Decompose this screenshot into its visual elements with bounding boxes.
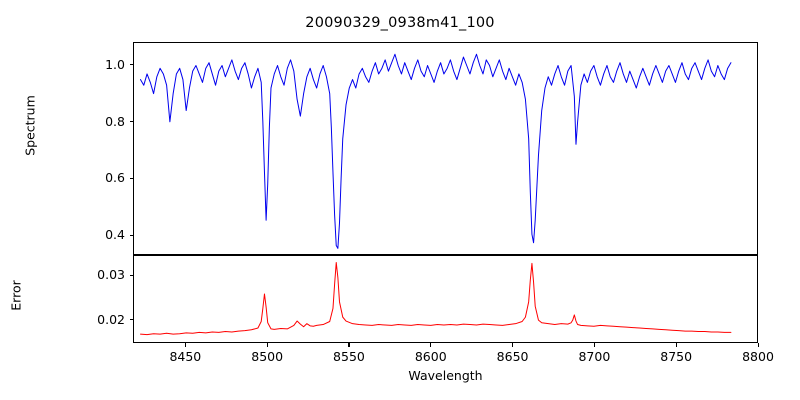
error-y-tick-mark [129,274,133,276]
spectrum-axis-label: Spectrum [22,95,38,156]
error-line-series [134,256,757,342]
x-tick-mark [757,343,759,347]
spectrum-y-tick-label: 0.4 [105,227,125,243]
spectrum-y-tick-label: 0.6 [105,170,125,186]
x-tick-mark [266,343,268,347]
error-y-tick-mark [129,319,133,321]
x-tick-label: 8750 [660,349,693,364]
spectrum-line-series [134,43,757,254]
error-axis-label: Error [8,280,24,311]
x-tick-label: 8800 [742,349,774,364]
x-tick-label: 8500 [251,349,284,364]
spectrum-y-tick-label: 1.0 [105,56,125,72]
spectrum-y-tick-mark [129,64,133,66]
x-tick-label: 8450 [169,349,202,364]
x-tick-label: 8600 [414,349,447,364]
spectrum-y-tick-mark [129,177,133,179]
x-tick-label: 8650 [496,349,529,364]
spectrum-y-tick-mark [129,121,133,123]
x-tick-mark [348,343,350,347]
spectrum-plot-axes [133,42,758,255]
x-tick-mark [184,343,186,347]
error-plot-axes [133,255,758,343]
page-title: 20090329_0938m41_100 [305,15,495,31]
x-tick-mark [675,343,677,347]
spectrum-y-tick-mark [129,234,133,236]
x-tick-mark [430,343,432,347]
x-tick-mark [512,343,514,347]
xaxis-label: Wavelength [408,368,483,383]
error-y-tick-label: 0.03 [97,267,125,283]
error-y-tick-label: 0.02 [97,311,125,327]
x-tick-label: 8700 [578,349,611,364]
x-tick-mark [593,343,595,347]
spectrum-y-tick-label: 0.8 [105,113,125,129]
x-tick-label: 8550 [333,349,365,364]
